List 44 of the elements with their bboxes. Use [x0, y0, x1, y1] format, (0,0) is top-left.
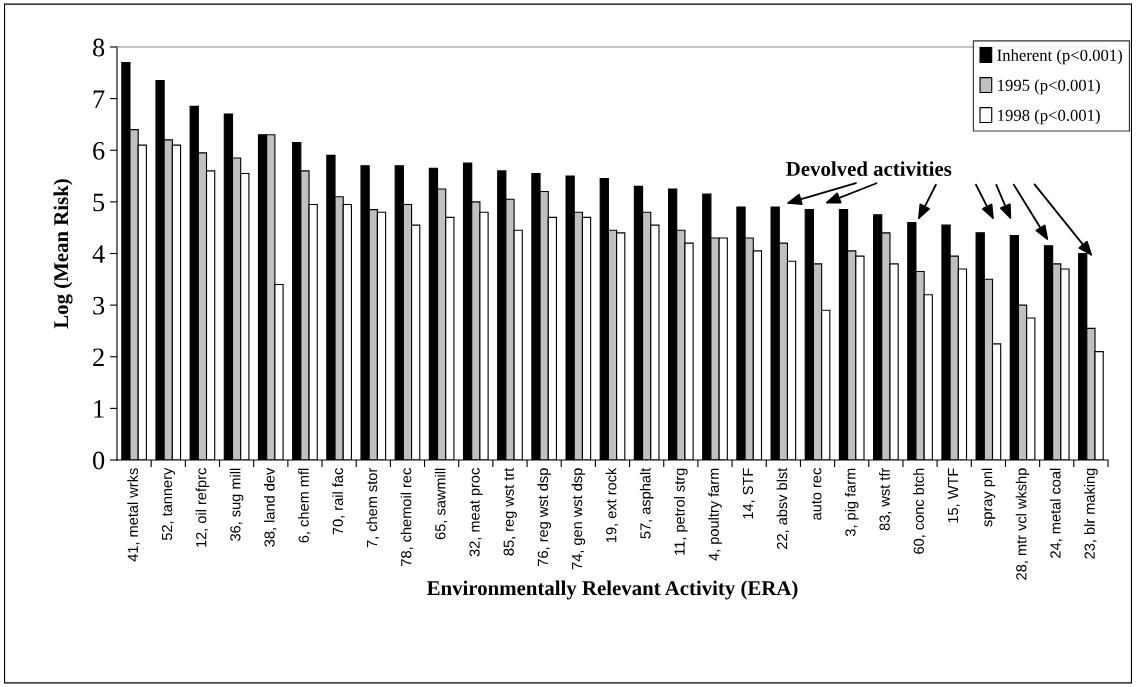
x-tick-label: spray pnl [981, 468, 996, 527]
x-tick-label: 22, absv blst [776, 467, 789, 549]
x-tick-label: 15, WTF [947, 468, 960, 523]
x-tick-label: 57, asphalt [639, 467, 654, 539]
x-tick-label: 83, wst tfr [879, 467, 892, 531]
y-tick-label: 4 [92, 245, 105, 263]
y-tick-label: 1 [94, 400, 104, 418]
x-axis-title: Environmentally Relevant Activity (ERA) [427, 580, 798, 600]
x-tick-label: 14, STF [742, 468, 755, 519]
x-tick-label: 76, reg wst dsp [537, 468, 551, 566]
x-tick-label: 32, meat proc [469, 468, 483, 557]
x-tick-label: 41, metal wrks [127, 468, 140, 562]
x-tick-label: 12, oil refprc [195, 468, 210, 547]
x-tick-label: 6, chem mfl [298, 468, 311, 543]
y-tick-label: 0 [93, 451, 105, 470]
x-tick-label: 4, poultry farm [708, 468, 722, 561]
y-tick-label: 5 [93, 193, 105, 212]
legend-label: 1998 (p<0.001) [998, 109, 1100, 125]
x-tick-label: 36, sug mill [229, 468, 244, 541]
x-tick-label: 74, gen wst dsp [571, 468, 586, 570]
y-tick-label: 3 [93, 296, 105, 315]
y-tick-label: 7 [93, 90, 105, 108]
x-tick-label: 85, reg wst trt [503, 467, 517, 556]
legend-label: Inherent (p<0.001) [997, 49, 1122, 65]
y-tick-label: 8 [93, 38, 105, 57]
y-tick-label: 2 [93, 348, 104, 366]
x-tick-label: 65, sawmill [434, 468, 448, 540]
x-tick-label: 38, land dev [263, 467, 277, 547]
x-tick-label: 60, conc btch [913, 468, 926, 554]
x-tick-label: 28, mtr vcl wkshp [1015, 468, 1030, 580]
x-tick-label: 24, metal coal [1049, 468, 1063, 558]
x-tick-label: auto rec [811, 468, 822, 520]
y-tick-label: 6 [93, 141, 105, 160]
y-axis-title: Log (Mean Risk) [53, 179, 73, 329]
x-tick-label: 3, pig farm [844, 468, 859, 537]
annotation: Devolved activities [786, 161, 952, 176]
x-tick-label: 52, tannery [161, 467, 176, 541]
x-tick-label: 78, chemoil rec [400, 468, 414, 566]
x-tick-label: 23, blr making [1084, 468, 1098, 559]
legend-label: 1995 (p<0.001) [998, 79, 1100, 95]
x-tick-label: 19, ext rock [605, 467, 619, 543]
x-tick-label: 7, chem stor [366, 467, 379, 548]
x-tick-label: 11, petrol strg [674, 468, 688, 555]
x-tick-label: 70, rail fac [332, 468, 345, 535]
